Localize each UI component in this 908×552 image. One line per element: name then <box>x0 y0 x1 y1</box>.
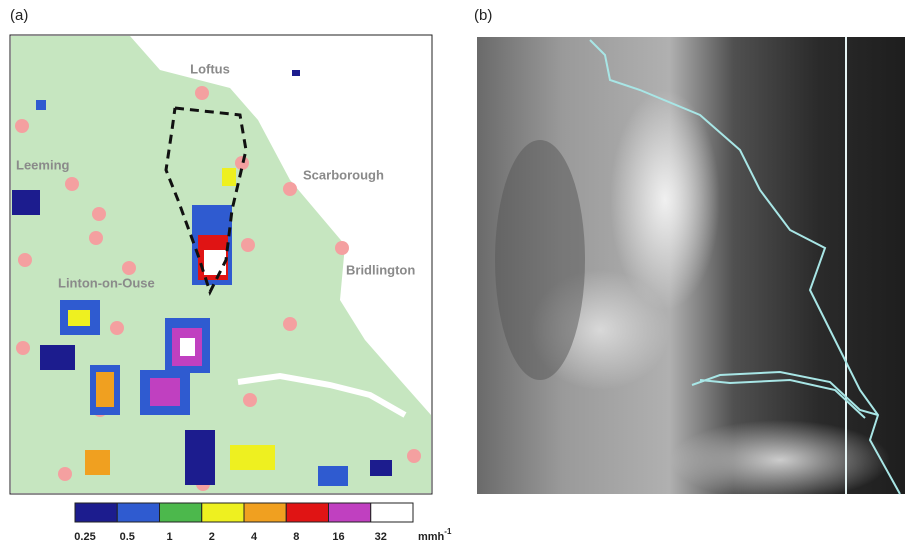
figure: (a) (b) <box>0 0 908 547</box>
colorbar-tick-label: 1 <box>166 531 172 543</box>
panel-label: (a) <box>10 7 28 24</box>
place-label: Linton-on-Ouse <box>58 275 155 290</box>
colorbar-tick-label: 4 <box>251 531 258 543</box>
place-label: Scarborough <box>303 167 384 182</box>
colorbar-segment <box>286 503 328 522</box>
colorbar-segment <box>160 503 202 522</box>
place-label: Bridlington <box>346 262 415 277</box>
colorbar-segment <box>329 503 371 522</box>
unit-exponent: -1 <box>444 527 452 536</box>
colorbar-segment <box>202 503 244 522</box>
colorbar-segment <box>244 503 286 522</box>
colorbar-segment <box>371 503 413 522</box>
colorbar: 0.25 0.5 1 2 4 8 16 32 mmh-1 <box>74 503 452 543</box>
colorbar-tick-label: 16 <box>332 531 344 543</box>
colorbar-segment <box>117 503 159 522</box>
place-label: Loftus <box>190 61 230 76</box>
unit-base: mmh <box>418 531 445 543</box>
colorbar-unit: mmh-1 <box>418 527 452 543</box>
colorbar-tick-label: 0.25 <box>74 531 95 543</box>
colorbar-tick-label: 2 <box>209 531 215 543</box>
panel-label: (b) <box>474 7 492 24</box>
colorbar-segment <box>75 503 117 522</box>
place-label: Leeming <box>16 157 70 172</box>
page: (a) (b) <box>0 0 908 552</box>
satellite-image <box>477 37 905 500</box>
colorbar-tick-label: 32 <box>375 531 387 543</box>
colorbar-tick-label: 0.5 <box>120 531 135 543</box>
colorbar-tick-label: 8 <box>293 531 299 543</box>
